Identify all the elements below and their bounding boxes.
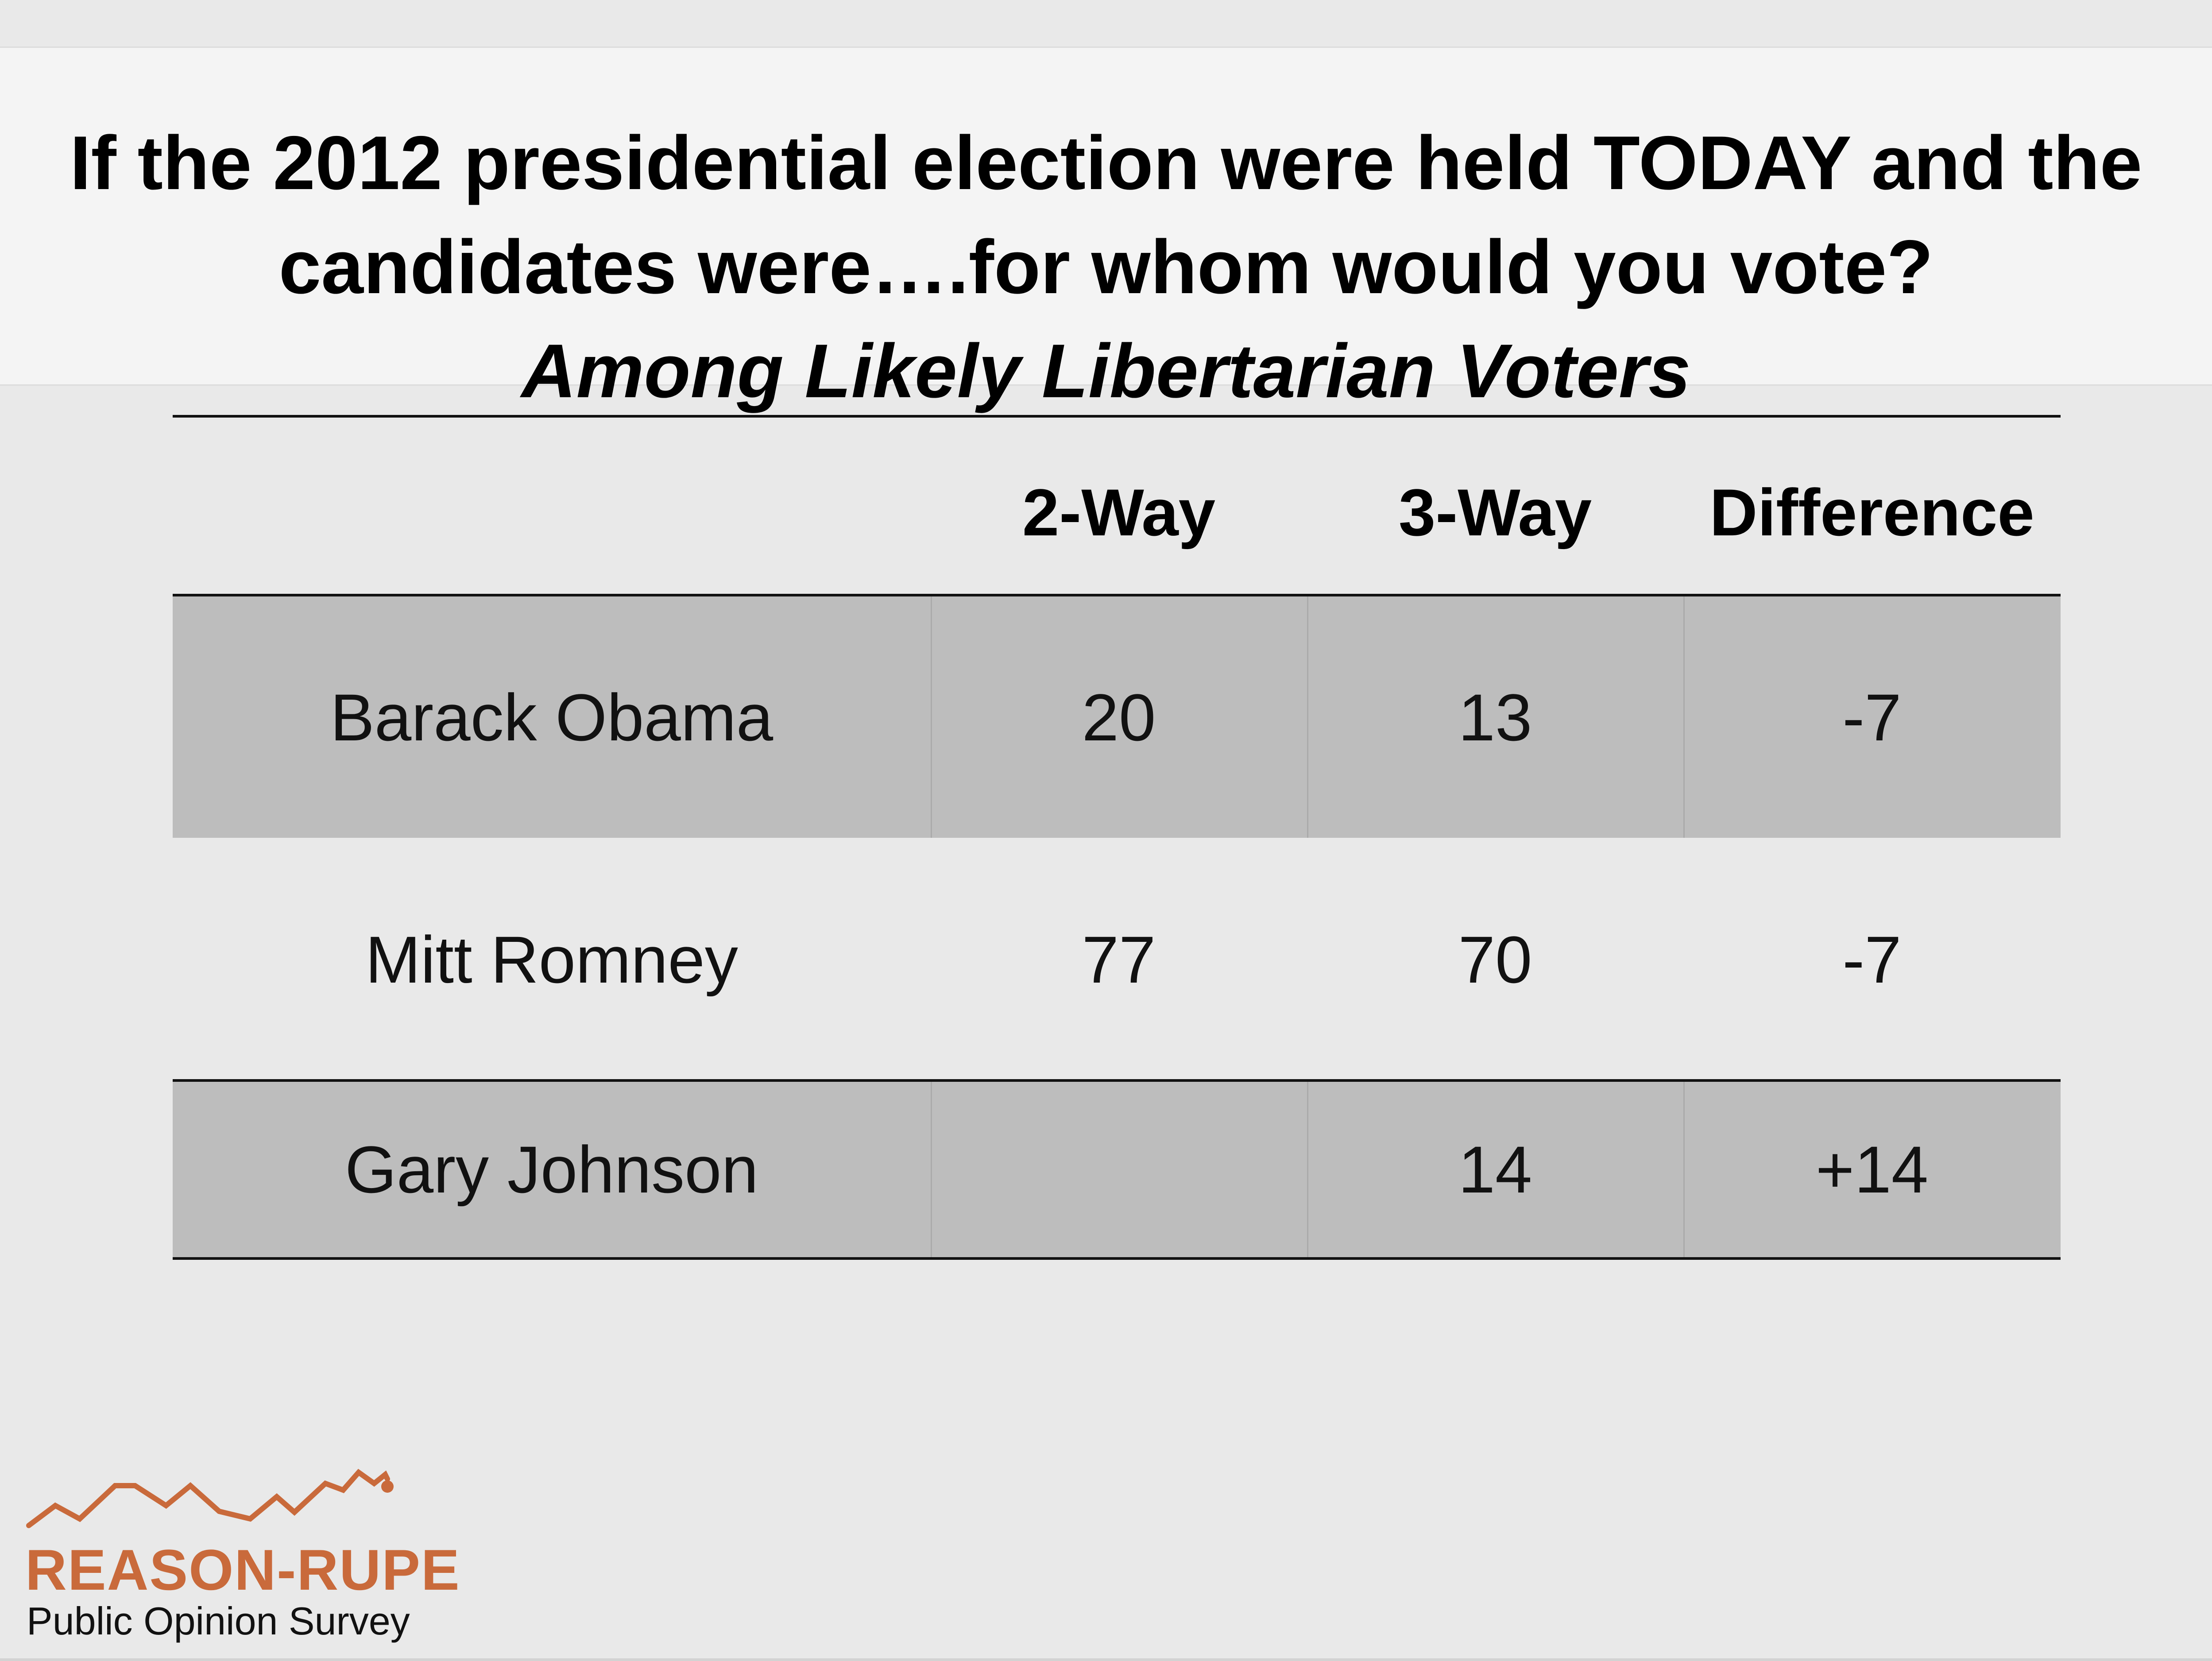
column-divider — [1307, 1082, 1308, 1257]
table-bottom-rule — [173, 1257, 2061, 1260]
chart-subtitle: Among Likely Libertarian Voters — [521, 329, 1691, 414]
row-label-johnson: Gary Johnson — [345, 1132, 758, 1207]
page-bottom-border — [0, 1658, 2212, 1661]
chart-title-line-1: If the 2012 presidential election were h… — [70, 120, 2142, 205]
trend-line-icon — [26, 1468, 394, 1528]
title-band: If the 2012 presidential election were h… — [0, 46, 2212, 414]
chart-title-line-2: candidates were….for whom would you vote… — [278, 225, 1934, 310]
johnson-3-way-value: 14 — [1458, 1132, 1532, 1207]
brand-tagline: Public Opinion Survey — [27, 1599, 410, 1643]
romney-2-way-value: 77 — [1082, 922, 1156, 997]
row-label-obama: Barack Obama — [330, 680, 773, 755]
results-table: 2-Way 3-Way Difference Barack Obama 20 1… — [173, 415, 2061, 1260]
table-row-shade — [173, 1082, 2061, 1257]
column-divider — [1307, 596, 1308, 838]
johnson-difference-value: +14 — [1815, 1132, 1929, 1207]
column-divider — [1683, 1082, 1685, 1257]
row-3-top-rule — [173, 1079, 2061, 1082]
brand-name: REASON-RUPE — [25, 1537, 460, 1602]
column-header-difference: Difference — [1709, 475, 2034, 550]
header-bottom-rule — [173, 594, 2061, 596]
row-label-romney: Mitt Romney — [365, 922, 738, 997]
romney-3-way-value: 70 — [1458, 922, 1532, 997]
column-divider — [931, 1082, 932, 1257]
romney-difference-value: -7 — [1842, 922, 1902, 997]
obama-difference-value: -7 — [1842, 680, 1902, 755]
obama-3-way-value: 13 — [1458, 680, 1532, 755]
table-row-shade — [173, 596, 2061, 838]
obama-2-way-value: 20 — [1082, 680, 1156, 755]
column-header-2-way: 2-Way — [1022, 475, 1216, 550]
reason-rupe-logo: REASON-RUPE Public Opinion Survey — [24, 1455, 460, 1643]
column-divider — [931, 596, 932, 838]
column-divider — [1683, 596, 1685, 838]
table-top-rule — [173, 415, 2061, 418]
column-header-3-way: 3-Way — [1398, 475, 1592, 550]
